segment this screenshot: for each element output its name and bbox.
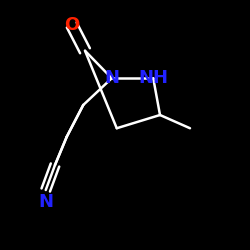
Text: NH: NH bbox=[138, 69, 168, 87]
Text: N: N bbox=[38, 193, 53, 211]
Text: N: N bbox=[104, 69, 119, 87]
Text: O: O bbox=[64, 16, 80, 34]
